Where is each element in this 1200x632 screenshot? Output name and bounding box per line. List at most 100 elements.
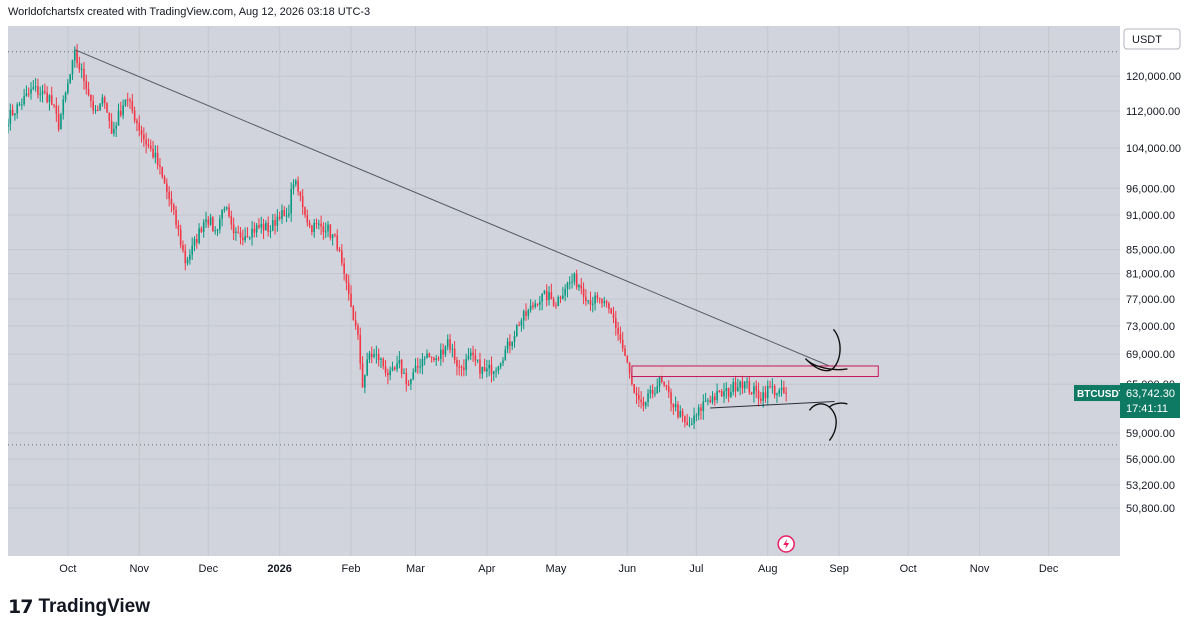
candle-body: [654, 393, 656, 395]
candle-body: [101, 97, 104, 104]
candle-body: [550, 292, 553, 299]
symbol-tag-label: BTCUSDT: [1077, 389, 1120, 400]
price-tick-label: 91,000.00: [1126, 210, 1175, 222]
candle-body: [126, 99, 129, 101]
candle-body: [34, 86, 37, 88]
candle-body: [48, 95, 51, 102]
candle-body: [633, 384, 636, 394]
drawn-down-arrow: [804, 328, 848, 372]
candle-body: [175, 209, 177, 226]
candle-body: [640, 399, 642, 402]
candle-body: [785, 393, 787, 395]
price-axis[interactable]: 120,000.00 112,000.00 104,000.00 96,000.00 9…: [1120, 26, 1200, 556]
candle-body: [143, 134, 145, 140]
candle-body: [695, 415, 698, 417]
candle-body: [564, 289, 566, 296]
candle-body: [290, 188, 292, 214]
candle-body: [594, 295, 596, 304]
candle-body: [771, 386, 774, 388]
resistance-zone: [631, 365, 879, 378]
candle-body: [614, 318, 617, 328]
candle-body: [239, 232, 242, 238]
price-tick-label: 50,800.00: [1126, 503, 1175, 515]
price-tick-label: 120,000.00: [1126, 71, 1181, 83]
candle-body: [665, 385, 668, 387]
candle-body: [741, 381, 744, 389]
time-tick-label: Dec: [1039, 563, 1059, 575]
price-tick-label: 77,000.00: [1126, 294, 1175, 306]
time-axis-svg: Oct Nov Dec 2026 Feb Mar Apr May Jun Jul Aug Sep Oct…: [59, 563, 1059, 575]
price-tick-label: 112,000.00: [1126, 106, 1180, 118]
candle-body: [525, 311, 527, 316]
candle-body: [460, 366, 463, 368]
candle-body: [697, 407, 700, 416]
candle-body: [631, 373, 633, 385]
candle-body: [585, 296, 587, 302]
candle-body: [499, 363, 502, 367]
candle-body: [313, 222, 316, 232]
candle-body: [769, 386, 771, 388]
candle-body: [716, 390, 718, 401]
candle-body: [131, 101, 134, 111]
candle-body: [700, 407, 702, 411]
candle-body: [214, 230, 217, 232]
candle-body: [299, 191, 302, 197]
plot-svg[interactable]: BTCUSDT: [7, 26, 1125, 556]
candle-body: [41, 91, 44, 95]
candle-body: [486, 368, 488, 372]
time-axis[interactable]: Oct Nov Dec 2026 Feb Mar Apr May Jun Jul Aug Sep Oct…: [8, 556, 1120, 580]
candle-body: [601, 298, 603, 304]
candle-body: [133, 110, 136, 121]
candle-body: [57, 113, 60, 130]
candle-body: [242, 237, 244, 241]
candle-body: [108, 112, 111, 121]
candle-body: [559, 297, 562, 299]
candle-body: [292, 184, 295, 189]
price-tick-label: 85,000.00: [1126, 244, 1175, 256]
candle-body: [202, 222, 205, 232]
candle-body: [608, 303, 610, 309]
candle-body: [304, 207, 306, 216]
candle-body: [205, 219, 207, 223]
candle-body: [412, 372, 415, 380]
candle-body: [760, 398, 762, 401]
candle-body: [382, 358, 385, 367]
candle-body: [18, 104, 21, 106]
candle-body: [693, 415, 695, 424]
plot-area[interactable]: BTCUSDT: [7, 26, 1125, 556]
candle-body: [94, 109, 97, 111]
candle-body: [720, 391, 723, 397]
chart-header: Worldofchartsfx created with TradingView…: [8, 6, 371, 18]
candle-body: [352, 306, 355, 321]
candle-body: [168, 191, 170, 199]
candle-body: [598, 297, 601, 299]
candle-body: [681, 410, 684, 417]
candle-body: [527, 310, 530, 316]
candle-body: [453, 348, 456, 360]
candle-body: [370, 353, 373, 357]
candle-body: [315, 222, 318, 224]
candle-body: [53, 104, 55, 106]
candle-body: [515, 325, 518, 337]
candle-body: [506, 341, 509, 350]
candle-body: [115, 125, 118, 129]
candle-body: [688, 424, 691, 426]
candle-body: [580, 285, 583, 289]
candle-body: [216, 229, 219, 231]
candle-body: [755, 386, 758, 391]
candle-body: [766, 386, 769, 399]
candle-body: [76, 50, 78, 64]
candle-body: [161, 166, 164, 177]
candle-body: [451, 348, 454, 350]
candle-body: [122, 105, 124, 116]
candle-body: [649, 389, 652, 394]
candle-body: [732, 382, 735, 393]
tradingview-logo[interactable]: 𝟭𝟳 TradingView: [8, 592, 150, 622]
candle-body: [566, 282, 569, 290]
candle-body: [329, 224, 332, 238]
candle-body: [529, 305, 532, 311]
candle-body: [285, 215, 288, 217]
candle-body: [87, 89, 90, 95]
candle-body: [617, 327, 619, 335]
candle-body: [251, 228, 253, 238]
